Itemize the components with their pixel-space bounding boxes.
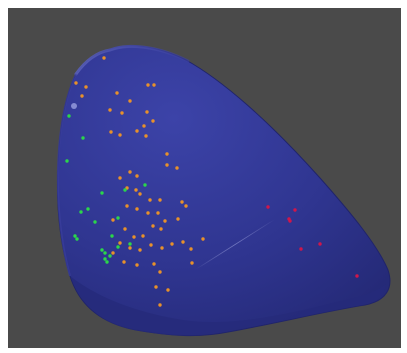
green-point bbox=[67, 114, 71, 118]
orange-point bbox=[148, 198, 152, 202]
orange-point bbox=[146, 83, 150, 87]
orange-point bbox=[134, 188, 138, 192]
hull-lower-facet bbox=[70, 276, 386, 336]
orange-point bbox=[158, 270, 162, 274]
green-point bbox=[79, 210, 83, 214]
green-point bbox=[73, 234, 77, 238]
orange-point bbox=[149, 243, 153, 247]
green-point bbox=[93, 220, 97, 224]
orange-point bbox=[152, 262, 156, 266]
orange-point bbox=[144, 134, 148, 138]
orange-point bbox=[146, 211, 150, 215]
red-point bbox=[299, 247, 303, 251]
orange-point bbox=[122, 260, 126, 264]
orange-point bbox=[118, 176, 122, 180]
orange-point bbox=[125, 204, 129, 208]
green-point bbox=[103, 257, 107, 261]
green-point bbox=[105, 260, 109, 264]
orange-point bbox=[158, 198, 162, 202]
orange-point-series bbox=[74, 56, 205, 307]
green-point bbox=[75, 237, 79, 241]
orange-point bbox=[132, 235, 136, 239]
orange-point bbox=[118, 241, 122, 245]
orange-point bbox=[84, 85, 88, 89]
red-point bbox=[355, 274, 359, 278]
orange-point bbox=[141, 234, 145, 238]
red-point bbox=[266, 205, 270, 209]
orange-point bbox=[80, 94, 84, 98]
green-point bbox=[100, 248, 104, 252]
orange-point bbox=[165, 152, 169, 156]
orange-point bbox=[138, 248, 142, 252]
green-point bbox=[86, 207, 90, 211]
orange-point bbox=[123, 227, 127, 231]
orange-point bbox=[175, 166, 179, 170]
orange-point bbox=[135, 207, 139, 211]
green-point bbox=[110, 234, 114, 238]
green-point bbox=[81, 136, 85, 140]
red-point-series bbox=[266, 205, 359, 278]
orange-point bbox=[189, 247, 193, 251]
orange-point bbox=[135, 263, 139, 267]
convex-hull-point-cloud bbox=[56, 44, 391, 337]
orange-point bbox=[138, 192, 142, 196]
orange-point bbox=[135, 129, 139, 133]
orange-point bbox=[120, 111, 124, 115]
orange-point bbox=[159, 227, 163, 231]
orange-point bbox=[74, 81, 78, 85]
orange-point bbox=[102, 56, 106, 60]
orange-point bbox=[170, 242, 174, 246]
orange-point bbox=[108, 108, 112, 112]
orange-point bbox=[181, 240, 185, 244]
orange-point bbox=[109, 130, 113, 134]
red-point bbox=[318, 242, 322, 246]
orange-point bbox=[156, 211, 160, 215]
orange-point bbox=[151, 224, 155, 228]
point-cloud bbox=[65, 56, 359, 307]
orange-point bbox=[135, 174, 139, 178]
orange-point bbox=[165, 163, 169, 167]
hull-specular-streak bbox=[194, 219, 276, 270]
orange-point bbox=[180, 200, 184, 204]
green-point bbox=[103, 251, 107, 255]
orange-point bbox=[128, 99, 132, 103]
orange-point bbox=[163, 219, 167, 223]
green-point bbox=[116, 216, 120, 220]
orange-point bbox=[160, 246, 164, 250]
green-point bbox=[128, 242, 132, 246]
green-point bbox=[65, 159, 69, 163]
green-point-series bbox=[65, 114, 147, 264]
red-point bbox=[293, 208, 297, 212]
orange-point bbox=[111, 218, 115, 222]
hull-top-rim bbox=[74, 44, 190, 76]
orange-point bbox=[176, 217, 180, 221]
orange-point bbox=[190, 261, 194, 265]
green-point bbox=[116, 245, 120, 249]
orange-point bbox=[154, 285, 158, 289]
green-point bbox=[108, 254, 112, 258]
orange-point bbox=[184, 204, 188, 208]
3d-viewport[interactable] bbox=[8, 8, 401, 348]
hull-left-rim bbox=[56, 73, 77, 277]
orange-point bbox=[166, 288, 170, 292]
orange-point bbox=[142, 124, 146, 128]
orange-point bbox=[128, 170, 132, 174]
orange-point bbox=[118, 133, 122, 137]
orange-point bbox=[151, 119, 155, 123]
orange-point bbox=[115, 91, 119, 95]
orange-point bbox=[111, 251, 115, 255]
hull-highlight bbox=[71, 103, 77, 109]
orange-point bbox=[158, 303, 162, 307]
orange-point bbox=[152, 83, 156, 87]
orange-point bbox=[145, 110, 149, 114]
convex-hull-surface bbox=[57, 45, 391, 337]
green-point bbox=[123, 188, 127, 192]
orange-point bbox=[201, 237, 205, 241]
green-point bbox=[100, 191, 104, 195]
green-point bbox=[143, 183, 147, 187]
red-point bbox=[288, 219, 292, 223]
orange-point bbox=[128, 246, 132, 250]
